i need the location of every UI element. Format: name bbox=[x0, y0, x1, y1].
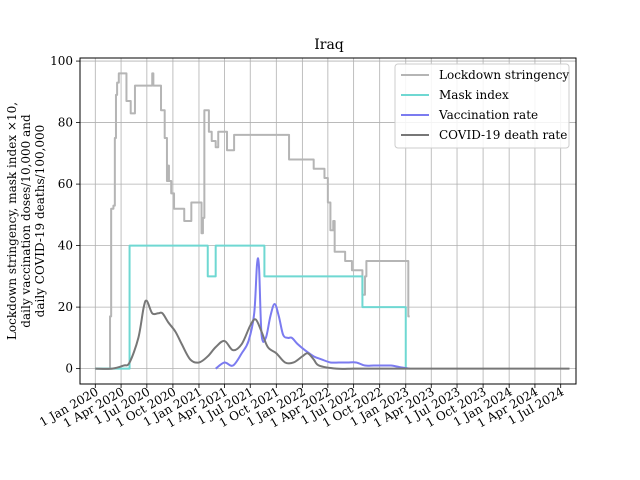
legend-label-vaccination-rate: Vaccination rate bbox=[438, 108, 538, 122]
y-tick-label: 100 bbox=[50, 54, 73, 68]
y-tick-label: 0 bbox=[65, 362, 73, 376]
y-tick-label: 40 bbox=[58, 239, 73, 253]
legend-label-lockdown-stringency: Lockdown stringency bbox=[439, 68, 569, 82]
series-line-vaccination-rate bbox=[215, 257, 410, 370]
series-line-lockdown-stringency bbox=[95, 72, 410, 370]
series-line-mask-index bbox=[95, 244, 407, 370]
chart-title: Iraq bbox=[314, 37, 344, 53]
series-group bbox=[95, 72, 570, 370]
legend-label-mask-index: Mask index bbox=[439, 88, 509, 102]
series-line-covid-19-death-rate bbox=[95, 299, 570, 370]
y-axis-ticks: 0 20 40 60 80 100 bbox=[50, 54, 80, 376]
y-tick-label: 20 bbox=[58, 300, 73, 314]
grid bbox=[80, 58, 576, 384]
y-tick-label: 60 bbox=[58, 177, 73, 191]
legend-box bbox=[394, 63, 570, 149]
legend-label-covid-19-death-rate: COVID-19 death rate bbox=[439, 128, 567, 142]
legend: Lockdown stringency Mask index Vaccination… bbox=[394, 63, 570, 149]
y-axis-label: Lockdown stringency, mask index ×10,dail… bbox=[5, 102, 47, 340]
y-tick-label: 80 bbox=[58, 116, 73, 130]
